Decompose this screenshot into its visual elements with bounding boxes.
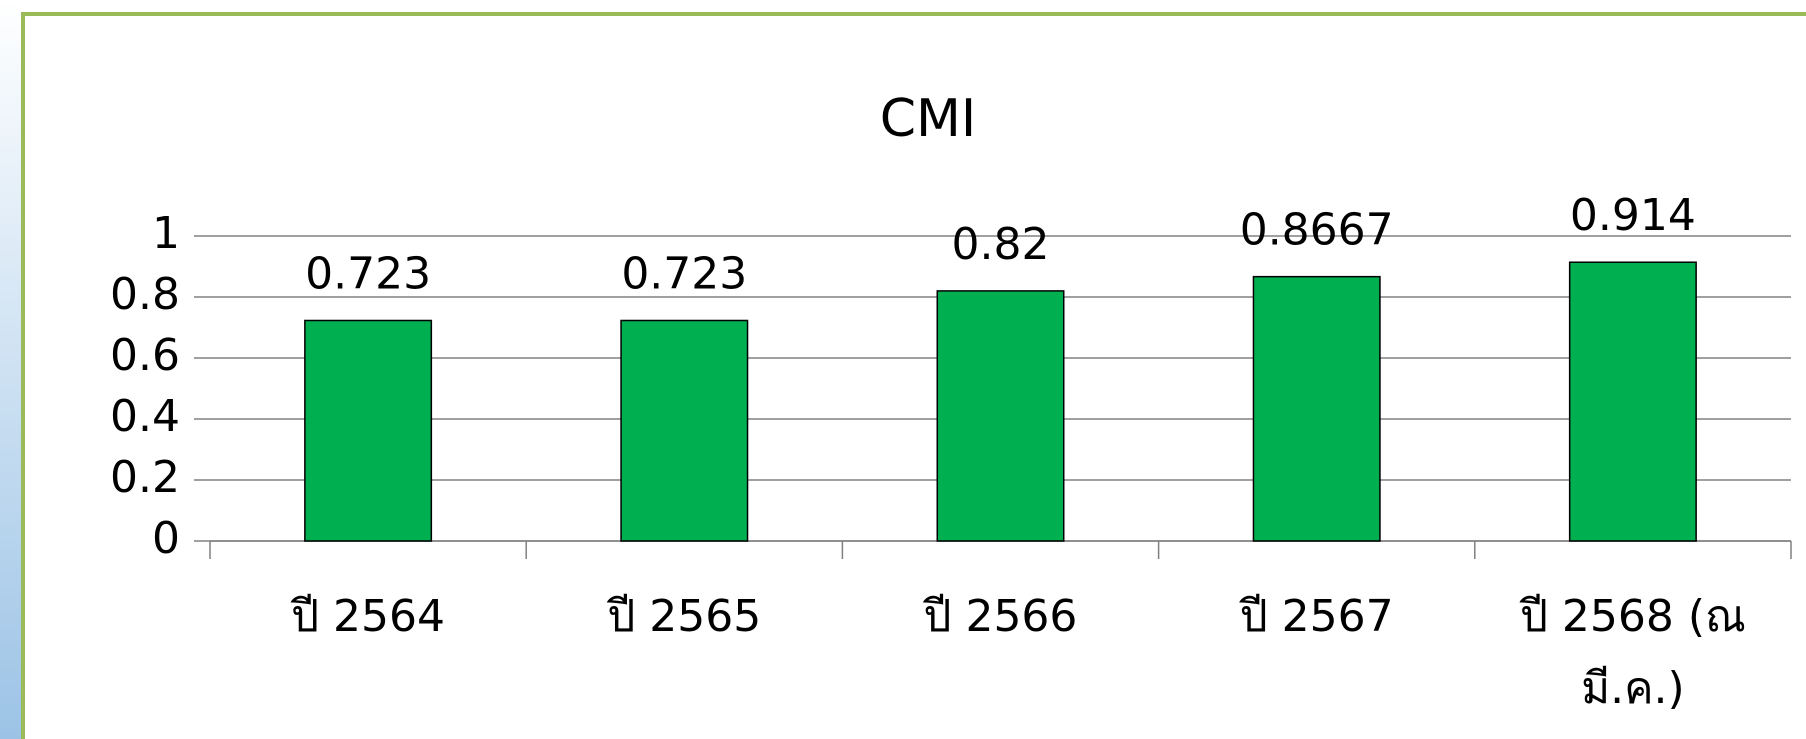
- x-tick-label: ปี 2568 (ณ มี.ค.): [1519, 591, 1746, 714]
- data-label: 0.723: [305, 248, 431, 299]
- y-tick-label: 0.6: [110, 330, 180, 381]
- x-tick-label-box: ปี 2567: [1239, 591, 1394, 642]
- bar: [936, 290, 1065, 542]
- x-tick-label: ปี 2566: [923, 591, 1078, 642]
- x-tick-label-box: ปี 2565: [607, 591, 762, 642]
- bar: [1252, 275, 1381, 542]
- bar: [620, 319, 749, 542]
- x-tick-label: ปี 2564: [291, 591, 446, 642]
- bar: [1568, 261, 1697, 542]
- y-tick-label: 0.4: [110, 391, 180, 442]
- x-tick-label-box: ปี 2566: [923, 591, 1078, 642]
- side-strip: [0, 0, 21, 739]
- y-tick-label: 0: [152, 513, 180, 564]
- x-tick-label: ปี 2565: [607, 591, 762, 642]
- x-tick-label: ปี 2567: [1239, 591, 1394, 642]
- y-tick-label: 0.8: [110, 269, 180, 320]
- x-tick-label-box: ปี 2564: [291, 591, 446, 642]
- x-tick-label-box: ปี 2568 (ณ มี.ค.): [1519, 591, 1746, 714]
- chart-title: CMI: [880, 89, 977, 149]
- data-label: 0.914: [1570, 190, 1696, 241]
- data-label: 0.8667: [1240, 205, 1394, 256]
- bar: [304, 319, 433, 542]
- data-label: 0.82: [952, 219, 1050, 270]
- y-tick-label: 0.2: [110, 452, 180, 503]
- data-label: 0.723: [621, 248, 747, 299]
- y-tick-label: 1: [152, 208, 180, 259]
